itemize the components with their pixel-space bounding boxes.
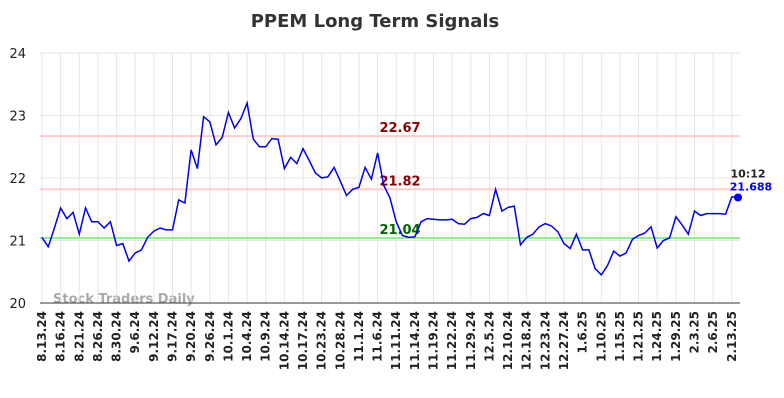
x-tick-label: 8.26.24: [91, 311, 105, 362]
x-tick-label: 8.21.24: [72, 311, 86, 362]
x-tick-label: 9.6.24: [128, 311, 142, 354]
y-tick-label: 23: [9, 110, 26, 125]
x-tick-label: 8.16.24: [54, 311, 68, 362]
x-tick-label: 10.17.24: [296, 311, 310, 370]
x-tick-label: 8.30.24: [110, 311, 124, 362]
x-tick-label: 10.28.24: [333, 311, 347, 370]
x-tick-label: 11.29.24: [464, 311, 478, 370]
x-tick-label: 1.21.25: [632, 311, 646, 362]
x-tick-label: 12.27.24: [557, 311, 571, 370]
y-tick-label: 21: [9, 235, 26, 250]
x-tick-label: 9.17.24: [166, 311, 180, 362]
y-tick-label: 22: [9, 172, 26, 187]
x-tick-label: 10.1.24: [221, 311, 235, 362]
x-tick-label: 12.18.24: [520, 311, 534, 370]
x-tick-label: 1.29.25: [669, 311, 683, 362]
y-tick-label: 20: [9, 297, 26, 312]
x-tick-label: 8.13.24: [35, 311, 49, 362]
x-tick-label: 12.23.24: [538, 311, 552, 370]
x-tick-label: 11.6.24: [371, 311, 385, 362]
x-tick-label: 1.15.25: [613, 311, 627, 362]
x-tick-label: 11.11.24: [389, 311, 403, 370]
last-point: [734, 193, 742, 202]
x-tick-label: 11.14.24: [408, 311, 422, 370]
x-tick-label: 1.24.25: [650, 311, 664, 362]
x-tick-label: 10.14.24: [277, 311, 291, 370]
x-tick-label: 10.4.24: [240, 311, 254, 362]
x-tick-label: 2.6.25: [706, 311, 720, 354]
watermark: Stock Traders Daily: [53, 292, 195, 307]
x-tick-label: 9.26.24: [203, 311, 217, 362]
y-tick-label: 24: [9, 47, 26, 62]
x-tick-label: 9.12.24: [147, 311, 161, 362]
last-time-label: 10:12: [730, 168, 765, 181]
price-line: [41, 100, 739, 277]
chart-title: PPEM Long Term Signals: [251, 11, 500, 32]
x-tick-label: 1.6.25: [576, 311, 590, 354]
x-tick-label: 10.23.24: [315, 311, 329, 370]
x-tick-label: 2.13.25: [725, 311, 739, 362]
x-tick-label: 12.10.24: [501, 311, 515, 370]
x-tick-label: 11.22.24: [445, 311, 459, 370]
x-tick-label: 9.20.24: [184, 311, 198, 362]
last-value-label: 21.688: [730, 181, 772, 194]
signal-label: 21.82: [379, 174, 420, 189]
x-tick-label: 1.10.25: [594, 311, 608, 362]
signal-label: 22.67: [379, 121, 420, 136]
x-tick-label: 10.9.24: [259, 311, 273, 362]
x-tick-label: 12.5.24: [482, 311, 496, 362]
x-tick-label: 11.19.24: [427, 311, 441, 370]
x-tick-label: 11.1.24: [352, 311, 366, 362]
x-tick-label: 2.3.25: [688, 311, 702, 354]
